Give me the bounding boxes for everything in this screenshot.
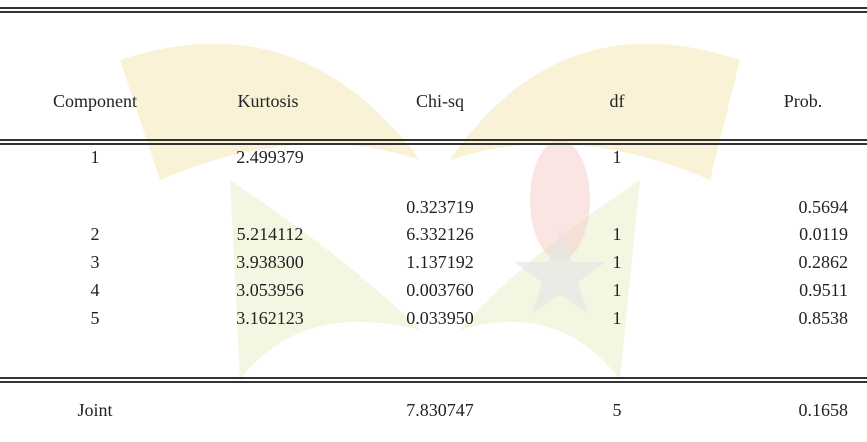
cell: 0.003760	[406, 279, 474, 301]
cell: 2.499379	[236, 146, 304, 168]
cell: 1	[613, 223, 622, 245]
header-cell: Prob.	[784, 90, 823, 112]
cell: 3.053956	[236, 279, 304, 301]
cell: 4	[91, 279, 100, 301]
cell: 1	[613, 279, 622, 301]
cell: 1	[613, 146, 622, 168]
joint-cell: 7.830747	[406, 399, 474, 421]
joint-cell: 5	[613, 399, 622, 421]
cell: 3.938300	[236, 251, 304, 273]
cell: 3.162123	[236, 307, 304, 329]
cell: 2	[91, 223, 100, 245]
header-cell: Kurtosis	[237, 90, 298, 112]
joint-cell: Joint	[77, 399, 112, 421]
cell: 1	[613, 307, 622, 329]
joint-cell: 0.1658	[799, 399, 849, 421]
cell: 0.033950	[406, 307, 474, 329]
watermark	[0, 0, 867, 442]
cell: 1	[613, 251, 622, 273]
rule	[0, 139, 867, 145]
header-cell: Chi-sq	[416, 90, 464, 112]
cell: 1.137192	[406, 251, 474, 273]
cell: 0.5694	[799, 196, 849, 218]
cell: 5.214112	[237, 223, 304, 245]
cell: 0.2862	[799, 251, 849, 273]
cell: 5	[91, 307, 100, 329]
cell: 6.332126	[406, 223, 474, 245]
rule	[0, 377, 867, 383]
page: {"table": { "header": {"component": "Com…	[0, 0, 867, 442]
rule	[0, 7, 867, 13]
cell: 3	[91, 251, 100, 273]
cell: 1	[91, 146, 100, 168]
header-cell: Component	[53, 90, 137, 112]
cell: 0.0119	[799, 223, 848, 245]
cell: 0.8538	[799, 307, 849, 329]
header-cell: df	[610, 90, 625, 112]
cell: 0.323719	[406, 196, 474, 218]
cell: 0.9511	[799, 279, 848, 301]
